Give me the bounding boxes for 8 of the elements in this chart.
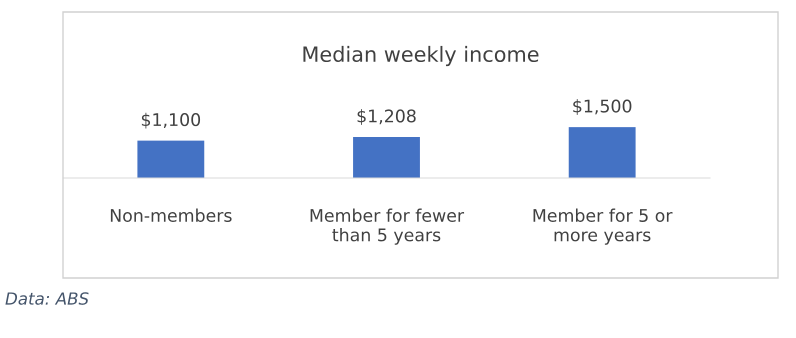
x-tick-label: Member for fewer than 5 years <box>310 208 464 245</box>
text: Data: ABS <box>5 292 89 305</box>
data-label: $1,208 <box>358 109 416 125</box>
x-tick-label: Member for 5 or more years <box>534 208 672 245</box>
chart-title: Median weekly income <box>303 46 538 66</box>
data-label: $1,100 <box>142 112 200 128</box>
data-label: $1,500 <box>573 99 632 115</box>
x-tick-label: Non-members <box>110 208 232 222</box>
